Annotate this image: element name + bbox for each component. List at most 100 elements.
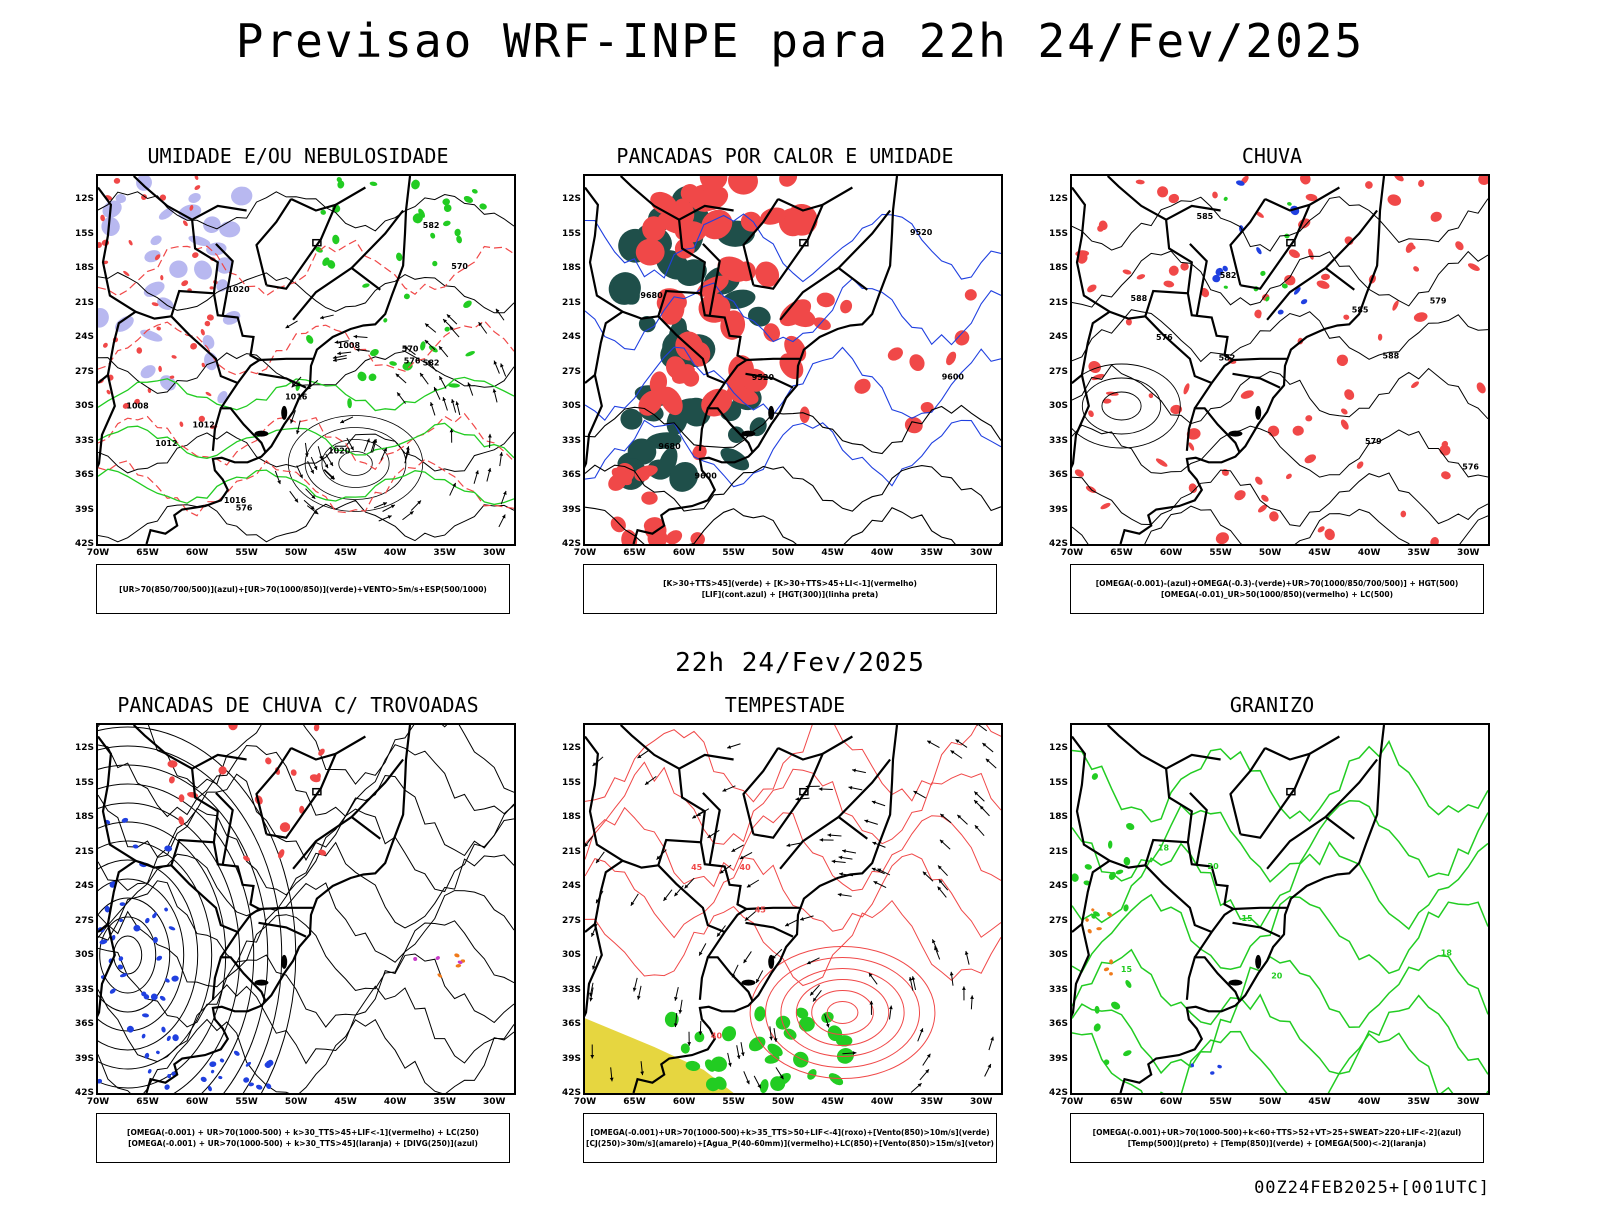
country-border — [780, 817, 867, 869]
country-border — [352, 211, 404, 269]
shaded-area — [230, 186, 253, 207]
shaded-area — [1287, 202, 1293, 207]
contour-label: 9520 — [752, 373, 775, 382]
temp850-green-line — [1072, 1032, 1488, 1093]
legend-line: [UR>70(850/700/500)](azul)+[UR>70(1000/8… — [119, 584, 487, 595]
country-border — [1187, 957, 1240, 1001]
thickness-line — [98, 459, 514, 515]
legend-line: [Temp(500)](preto) + [Temp(850)](verde) … — [1128, 1138, 1426, 1149]
shaded-area — [102, 342, 109, 349]
shaded-area — [1232, 488, 1247, 502]
shaded-area — [113, 178, 120, 185]
shaded-area — [1214, 530, 1231, 544]
contour-label: 20 — [1208, 862, 1220, 871]
shaded-area — [479, 203, 488, 211]
temp850-green-line — [1072, 995, 1488, 1074]
contour-label: 570 — [451, 262, 468, 271]
lat-tick-label: 18S — [562, 263, 581, 273]
shaded-area — [953, 329, 971, 347]
shaded-area — [1136, 273, 1146, 280]
map-area — [96, 723, 516, 1095]
legend-line: [CJ(250)>30m/s](amarelo)+[Agua_P(40-60mm… — [586, 1138, 994, 1149]
streamline — [98, 912, 514, 991]
lat-tick-label: 33S — [562, 985, 581, 995]
legend-line: [K>30+TTS>45](verde) + [K>30+TTS>45+LI<-… — [663, 578, 917, 589]
shaded-area — [1210, 1071, 1215, 1075]
shaded-area — [790, 1049, 811, 1071]
shaded-area — [155, 955, 163, 962]
wind-arrowhead — [787, 843, 791, 847]
contour-label: 18 — [1441, 948, 1453, 957]
country-border — [679, 755, 734, 769]
shaded-area — [164, 907, 169, 912]
shaded-area — [1292, 425, 1304, 436]
lon-tick-label: 35W — [1407, 548, 1429, 558]
lon-tick-label: 35W — [433, 548, 455, 558]
contour-label: 576 — [1462, 463, 1479, 472]
shaded-area — [1340, 407, 1349, 415]
shaded-area — [98, 306, 111, 330]
shaded-area — [218, 765, 228, 775]
contour-line — [1102, 392, 1141, 420]
shaded-area — [290, 769, 297, 777]
shaded-area — [1221, 468, 1231, 478]
shaded-area — [1163, 280, 1175, 289]
lon-tick-label: 40W — [384, 1097, 406, 1107]
shaded-area — [1087, 409, 1095, 418]
lat-tick-label: 36S — [562, 1019, 581, 1029]
map-svg: 1012101210161016102010201008100857057057… — [98, 176, 514, 544]
shaded-area — [454, 228, 461, 236]
country-border — [1190, 244, 1207, 315]
orange-area — [437, 953, 466, 979]
shaded-area — [1305, 415, 1313, 422]
country-border — [1145, 840, 1233, 957]
lon-tick-label: 30W — [483, 1097, 505, 1107]
hgt500-line — [1072, 470, 1488, 526]
panel-title: UMIDADE E/OU NEBULOSIDADE — [78, 144, 518, 168]
legend-box: [OMEGA(-0.001)+UR>70(1000-500)+k>35_TTS>… — [583, 1113, 997, 1163]
shaded-area — [1467, 262, 1481, 273]
shaded-area — [128, 239, 134, 246]
lon-tick-label: 50W — [772, 548, 794, 558]
lat-tick-label: 24S — [75, 881, 94, 891]
country-border — [259, 923, 307, 937]
panel-title: PANCADAS POR CALOR E UMIDADE — [565, 144, 1005, 168]
country-border — [700, 957, 753, 1001]
shaded-area — [1122, 269, 1132, 276]
shaded-area — [454, 953, 460, 958]
lon-tick-label: 65W — [136, 548, 158, 558]
country-border — [266, 188, 365, 289]
country-border — [1072, 924, 1089, 1036]
shaded-area — [389, 360, 398, 366]
lat-tick-label: 33S — [75, 436, 94, 446]
shaded-area — [1378, 334, 1383, 341]
lat-tick-label: 15S — [75, 229, 94, 239]
lon-tick-label: 70W — [87, 548, 109, 558]
shaded-area — [413, 957, 418, 962]
shaded-area — [163, 1083, 170, 1091]
lat-tick-label: 24S — [1049, 332, 1068, 342]
lat-tick-label: 18S — [1049, 263, 1068, 273]
lon-tick-label: 65W — [1110, 548, 1132, 558]
shaded-area — [179, 794, 185, 802]
wind-arrowhead — [832, 860, 836, 864]
legend-box: [K>30+TTS>45](verde) + [K>30+TTS>45+LI<-… — [583, 564, 997, 614]
shaded-area — [455, 235, 462, 244]
shaded-area — [205, 391, 212, 397]
wind-arrowhead — [296, 430, 300, 434]
contour-label: 1020 — [227, 285, 250, 294]
legend-box: [OMEGA(-0.001)+UR>70(1000-500)+k<60+TTS>… — [1070, 1113, 1484, 1163]
wind-arrowhead — [354, 335, 358, 339]
shaded-area — [1410, 380, 1420, 389]
shaded-area — [1091, 908, 1095, 912]
shaded-area — [369, 181, 377, 187]
lat-tick-label: 39S — [562, 1054, 581, 1064]
shaded-area — [210, 1069, 214, 1074]
